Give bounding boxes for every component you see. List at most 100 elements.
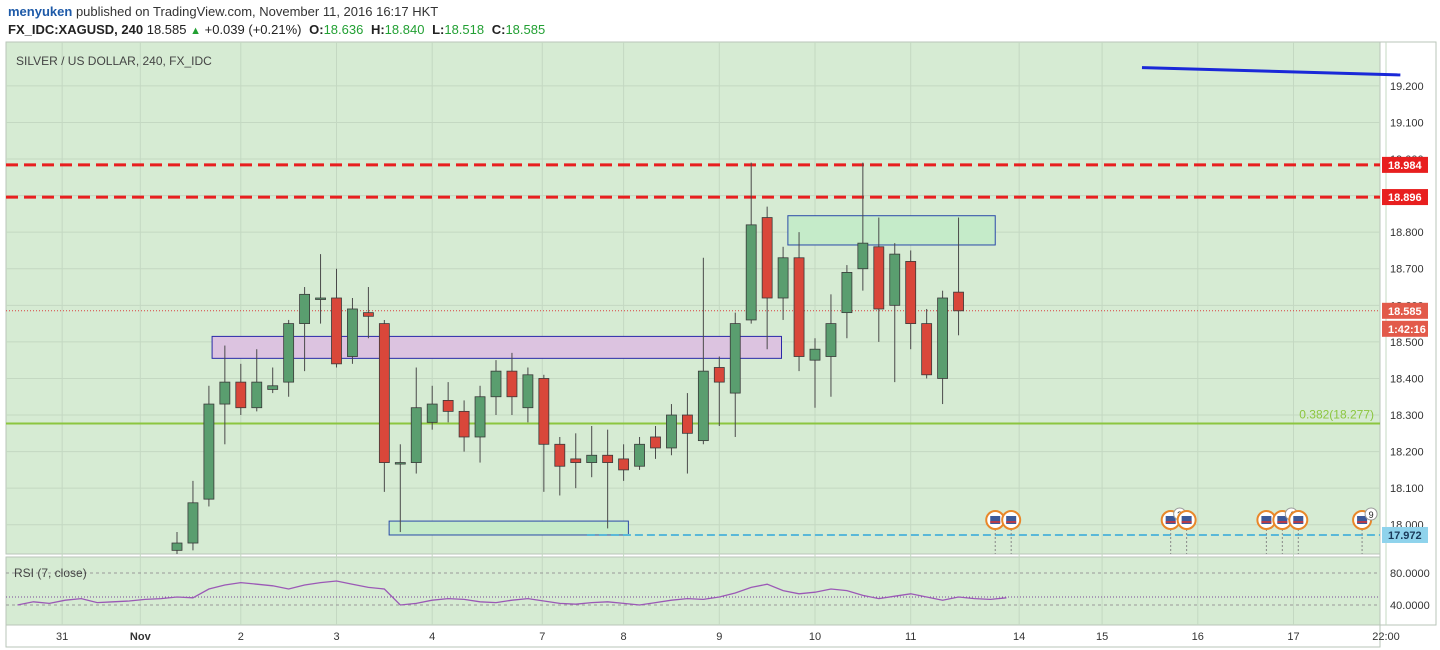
close-value: 18.585 [505,22,546,37]
flag-canton [1181,516,1192,524]
zone-resistance-flip [211,335,783,359]
candle [682,393,693,474]
candle [921,308,933,379]
support-tag: 17.972 [1388,530,1422,542]
candle-body-up [283,323,295,383]
candle-body-down [682,414,693,434]
high-label: H: [370,22,385,37]
candle-body-up [841,271,853,314]
candle [937,290,948,405]
rsi-pane[interactable] [5,556,1381,626]
candle-body-down [506,370,518,398]
candle-body-down [873,246,885,310]
candle [410,367,422,474]
x-tick-label: 17 [1287,631,1299,643]
candle-body-down [442,399,454,412]
x-tick-label: 9 [716,631,722,643]
low-label: L: [432,22,445,37]
candle [618,444,629,481]
flag-canton [1277,516,1288,524]
economic-event-marker[interactable] [1256,510,1277,554]
candle-body-up [203,403,215,500]
last-price-label: 18.585 [146,22,187,37]
candle-body-up [187,502,199,544]
candle-body-down [554,443,566,467]
candle [283,319,295,397]
candle-body-up [299,293,311,325]
candle-body-up [267,385,279,390]
up-arrow-icon: ▲ [190,25,201,37]
y-tick-label: 18.500 [1390,337,1424,349]
economic-event-marker[interactable] [1001,510,1022,554]
candle-body-up [777,257,789,299]
high-value: 18.840 [384,22,425,37]
rsi-level-label: 80.0000 [1390,568,1430,580]
candle-body-up [251,381,263,409]
candle [697,257,709,445]
x-tick-label: 16 [1192,631,1204,643]
candle [905,250,917,350]
candle-body-down [618,458,629,471]
x-tick-label: 31 [56,631,68,643]
time-axis[interactable] [5,624,1381,648]
candle-body-up [315,297,326,300]
candle-body-down [602,454,614,463]
candle-body-up [666,414,677,449]
flag-canton [990,516,1001,524]
candle-body-up [697,370,709,442]
candle [331,268,342,368]
candle [187,480,199,551]
candle-body-down [378,323,390,463]
economic-event-marker[interactable] [1176,510,1197,554]
chart-title: SILVER / US DOLLAR, 240, FX_IDC [16,54,212,68]
author-link[interactable]: menyuken [8,4,73,19]
x-tick-label: 7 [539,631,545,643]
open-value: 18.636 [323,22,364,37]
candle-body-down [905,261,917,324]
last-price-tag-bg [1382,302,1428,319]
candle [378,319,390,492]
candle-body-down [793,257,805,357]
candle [203,385,215,507]
candle-body-up [347,308,358,357]
y-tick-label: 18.700 [1390,264,1424,276]
trendline [1141,66,1401,77]
x-axis-labels: 31 Nov 2 3 4 7 8 9 10 11 14 15 16 17 22:00 [56,631,1400,643]
candle-body-up [474,396,486,438]
candle [426,385,438,430]
candle-body-up [219,381,231,405]
y-tick-label: 18.800 [1390,227,1424,239]
candle-body-up [809,348,821,361]
candle [490,360,502,416]
rsi-line [17,580,1007,606]
candle [602,429,614,529]
candle [538,374,550,492]
event-count-badge [1364,507,1378,521]
candle [442,382,454,423]
candle-body-down [331,297,342,365]
main-pane[interactable] [5,41,1381,555]
x-tick-label: 4 [429,631,435,643]
candle-body-up [522,374,534,409]
countdown-tag: 1:42:16 [1388,324,1426,336]
candle-body-down [362,312,374,317]
candle [235,363,247,416]
publish-info: menyuken published on TradingView.com, N… [8,4,438,19]
economic-event-marker[interactable]: 9 [1352,507,1378,554]
candle [522,367,534,423]
candle-body-down [538,378,550,445]
y-tick-label: 18.400 [1390,373,1424,385]
candles [171,162,964,554]
candle-body-down [713,367,725,383]
rsi-label: RSI (7, close) [14,566,87,580]
candle-body-up [857,242,869,270]
price-tags: 18.984 18.896 18.585 1:42:16 17.972 [1382,156,1428,543]
zone-demand [388,520,629,536]
x-tick-label: 11 [905,631,916,643]
candle [554,436,566,496]
economic-event-marker[interactable] [1288,510,1309,554]
rsi-series [6,572,1380,606]
event-markers[interactable]: 349 [985,507,1378,554]
candle-body-down [761,217,773,299]
